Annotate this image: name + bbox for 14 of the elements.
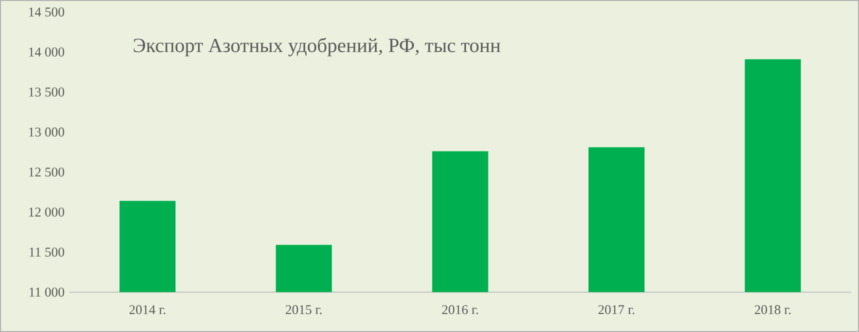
x-tick-label: 2016 г. (442, 305, 478, 314)
y-tick-label: 12 000 (29, 208, 64, 217)
y-tick-label: 14 000 (29, 47, 64, 56)
x-tick-label: 2018 г. (754, 305, 791, 314)
x-tick-label: 2015 г. (286, 305, 322, 314)
y-tick-label: 13 500 (29, 87, 64, 96)
x-tick-label: 2014 г. (129, 305, 166, 314)
x-tick-label: 2017 г. (598, 305, 634, 314)
y-tick-label: 11 500 (30, 248, 64, 257)
y-tick-label: 13 000 (29, 127, 64, 136)
text: Экспорт Азотных удобрений, РФ, тыс тонн (134, 38, 500, 56)
y-tick-label: 11 000 (30, 288, 64, 297)
y-tick-label: 14 500 (29, 7, 64, 16)
y-tick-label: 12 500 (29, 168, 64, 176)
